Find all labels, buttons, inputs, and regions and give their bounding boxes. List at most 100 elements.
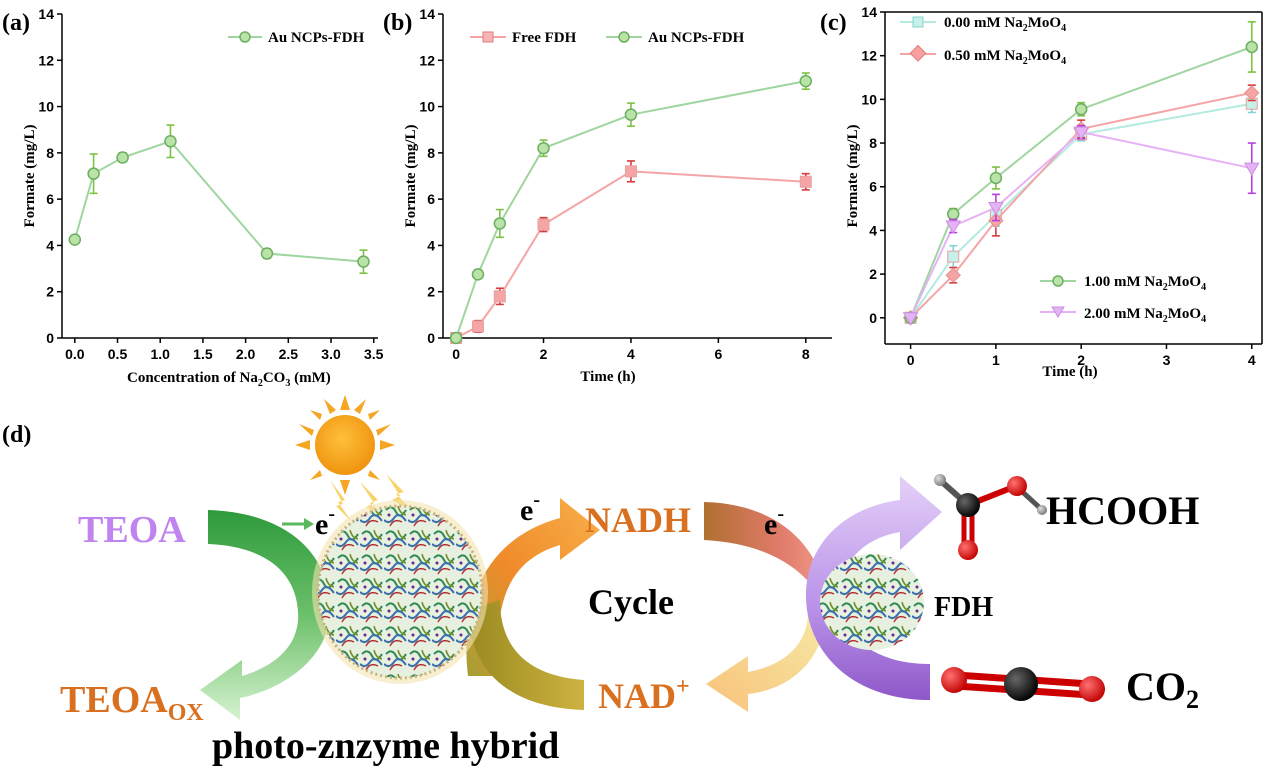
sun-icon: [295, 395, 414, 522]
legend-a-marker: [239, 31, 251, 43]
data-point-a-0: [164, 135, 177, 148]
xtick-label-b: 4: [627, 346, 635, 362]
panel-label-c: (c): [820, 10, 847, 36]
data-point-b-1: [471, 268, 485, 281]
data-point-c-2: [989, 171, 1003, 185]
ylabel-b: Formate (mg/L): [403, 125, 419, 228]
fdh-enzyme: [820, 554, 924, 650]
ytick-label-b: 10: [419, 99, 435, 115]
ytick-label-b: 8: [427, 145, 435, 161]
series-line-b-0: [455, 170, 806, 339]
legend-c-marker-3: [1051, 306, 1065, 318]
xtick-label-c: 0: [907, 352, 915, 368]
nad-plus-label: NAD+: [598, 674, 690, 716]
xlabel-a: Concentration of Na2CO3 (mM): [127, 370, 331, 389]
data-point-c-2: [1245, 40, 1259, 54]
legend-b-marker-au: [618, 31, 630, 43]
xtick-label-c: 4: [1248, 352, 1256, 368]
electron-label-3: e-: [764, 503, 784, 541]
hcooh-molecule: [934, 474, 1047, 560]
data-point-b-0: [493, 290, 506, 303]
legend-a-label: Au NCPs-FDH: [268, 30, 365, 46]
ytick-label-c: 14: [861, 4, 877, 20]
xtick-label-b: 8: [802, 346, 810, 362]
fdh-label: FDH: [934, 592, 993, 623]
data-point-b-1: [799, 74, 813, 88]
panel-label-a: (a): [2, 10, 30, 36]
data-point-c-3: [1243, 162, 1260, 177]
ytick-label-c: 6: [869, 179, 877, 195]
ytick-label-c: 12: [861, 48, 877, 64]
data-point-a-0: [116, 151, 129, 164]
ytick-label-c: 8: [869, 135, 877, 151]
electron-label-2: e-: [520, 489, 540, 527]
ytick-label-a: 2: [46, 284, 54, 300]
data-point-b-0: [799, 175, 812, 188]
data-point-a-0: [87, 167, 100, 180]
data-point-c-1: [945, 267, 961, 283]
ylabel-c: Formate (mg/L): [845, 125, 861, 228]
legend-c-bottom: 1.00 mM Na2MoO4 2.00 mM Na2MoO4: [1040, 274, 1206, 325]
co2-molecule: [941, 667, 1105, 702]
data-point-c-3: [902, 312, 919, 326]
xtick-label-a: 2.0: [236, 346, 256, 362]
legend-b-label-free: Free FDH: [512, 30, 577, 46]
legend-b-label-au: Au NCPs-FDH: [648, 30, 745, 46]
data-point-b-1: [624, 108, 638, 121]
xlabel-c: Time (h): [1042, 364, 1097, 380]
legend-c-label-0: 0.00 mM Na2MoO4: [944, 15, 1066, 34]
xtick-label-a: 0.0: [65, 346, 85, 362]
series-line-b-1: [455, 80, 806, 339]
xtick-label-a: 1.0: [150, 346, 170, 362]
legend-b-marker-free: [482, 31, 494, 43]
ytick-label-b: 14: [419, 6, 435, 22]
data-point-a-0: [260, 247, 274, 260]
data-point-c-2: [946, 207, 960, 221]
xtick-label-c: 2: [1077, 352, 1085, 368]
cycle-label: Cycle: [588, 582, 674, 622]
data-point-c-3: [988, 201, 1004, 216]
ytick-label-b: 12: [419, 52, 435, 68]
teoa-ox-label: TEOAOX: [60, 679, 204, 726]
series-line-a-0: [73, 140, 364, 263]
electron-label-1: e-: [315, 503, 335, 541]
ytick-label-c: 2: [869, 266, 877, 282]
chart-a: 0 2 4 6 8 10 12 14 0.0 0.5 1.0 1.5 2.0 2.5 3.0 3.5: [38, 6, 383, 362]
xtick-label-a: 0.5: [108, 346, 128, 362]
teoa-label: TEOA: [78, 509, 186, 551]
ytick-label-a: 12: [38, 52, 54, 68]
panel-label-b: (b): [383, 10, 412, 36]
data-point-c-2: [1074, 102, 1088, 116]
small-green-arrow-head: [304, 518, 314, 530]
xtick-label-a: 1.5: [193, 346, 213, 362]
ylabel-a: Formate (mg/L): [22, 125, 38, 228]
xtick-label-c: 1: [992, 352, 1000, 368]
data-point-a-0: [357, 255, 370, 268]
panel-label-d: (d): [2, 422, 31, 448]
hcooh-label: HCOOH: [1046, 488, 1199, 533]
ytick-label-c: 0: [869, 310, 877, 326]
nadh-label: NADH: [585, 500, 691, 540]
legend-c-label-2: 1.00 mM Na2MoO4: [1084, 274, 1206, 293]
hybrid-particle: [312, 500, 488, 684]
xtick-label-b: 2: [540, 346, 548, 362]
data-point-b-0: [537, 218, 550, 231]
xlabel-b: Time (h): [580, 369, 635, 385]
data-point-c-1: [1244, 85, 1260, 101]
ytick-label-b: 4: [427, 237, 435, 253]
yellow-arrow-to-nad: [706, 610, 826, 712]
olive-arrow-from-nad: [468, 600, 584, 710]
ytick-label-b: 6: [427, 191, 435, 207]
chart-b: 0 2 4 6 8 10 12 14 0 2 4 6 8: [419, 6, 832, 362]
xtick-label-c: 3: [1163, 352, 1171, 368]
xtick-label-a: 2.5: [279, 346, 299, 362]
ytick-label-a: 6: [46, 191, 54, 207]
data-point-b-1: [449, 331, 463, 345]
ytick-label-c: 10: [861, 91, 877, 107]
legend-c-marker-1: [909, 44, 927, 62]
data-point-b-1: [537, 141, 550, 155]
data-point-b-0: [471, 320, 484, 333]
ytick-label-b: 2: [427, 284, 435, 300]
purple-cycle-arrow: [806, 476, 942, 700]
